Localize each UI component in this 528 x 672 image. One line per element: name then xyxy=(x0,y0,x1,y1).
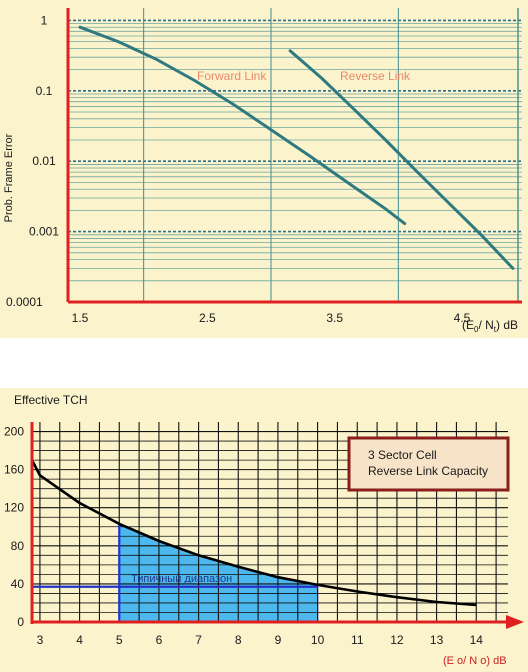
chart-bottom-background xyxy=(0,388,528,672)
chart-top-x-axis-label: (E0/ Nt) dB xyxy=(462,318,518,334)
x-tick-label: 13 xyxy=(430,633,444,647)
y-tick-label: 1 xyxy=(41,13,48,27)
x-tick-label: 4 xyxy=(76,633,83,647)
x-tick-label: 2.5 xyxy=(199,311,216,325)
y-tick-label: 0 xyxy=(17,615,24,629)
chart-bottom-x-ticks: 3 4 5 6 7 8 9 10 11 12 13 14 xyxy=(37,633,484,647)
y-tick-label: 40 xyxy=(11,577,25,591)
x-tick-label: 10 xyxy=(311,633,325,647)
chart-bottom-frame xyxy=(30,422,524,629)
x-tick-label: 1.5 xyxy=(72,311,89,325)
x-tick-label: 5 xyxy=(116,633,123,647)
x-tick-label: 3.5 xyxy=(326,311,343,325)
x-tick-label: 11 xyxy=(351,633,364,647)
x-tick-label: 3 xyxy=(37,633,44,647)
series-line-forward-link xyxy=(78,25,407,226)
chart-top-series-group xyxy=(78,25,515,270)
y-tick-label: 0.001 xyxy=(29,225,59,239)
chart-top-grid xyxy=(68,8,522,302)
x-tick-label: 4.5 xyxy=(454,311,471,325)
y-tick-label: 0.01 xyxy=(32,154,56,168)
capacity-legend-line-1: 3 Sector Cell xyxy=(368,448,437,462)
x-tick-label: 8 xyxy=(235,633,242,647)
shaded-range-label: Типичный диапазон xyxy=(131,573,232,585)
chart-top-y-ticks: 1 0.1 0.01 0.001 0.0001 xyxy=(6,13,59,309)
y-tick-label: 0.1 xyxy=(36,84,53,98)
capacity-legend-line-2: Reverse Link Capacity xyxy=(368,464,488,478)
x-tick-label: 14 xyxy=(470,633,484,647)
chart-bottom: Effective TCH 0 40 80 120 160 200 3 4 5 6 7 8 9 10 11… xyxy=(0,388,528,672)
chart-top-background xyxy=(0,0,528,338)
x-axis-arrowhead xyxy=(506,615,524,629)
x-tick-label: 7 xyxy=(195,633,202,647)
y-tick-label: 80 xyxy=(11,539,25,553)
x-tick-label: 6 xyxy=(156,633,163,647)
series-label-reverse-link: Reverse Link xyxy=(340,69,411,83)
chart-bottom-x-axis-label: (E o/ N o) dB xyxy=(443,655,507,667)
chart-bottom-y-axis-label: Effective TCH xyxy=(14,393,88,407)
chart-top-frame xyxy=(66,8,522,304)
y-tick-label: 120 xyxy=(4,501,24,515)
chart-bottom-y-ticks: 0 40 80 120 160 200 xyxy=(4,425,24,629)
chart-top-x-ticks: 1.5 2.5 3.5 4.5 xyxy=(72,311,471,325)
y-tick-label: 200 xyxy=(4,425,24,439)
x-tick-label: 12 xyxy=(390,633,404,647)
chart-top: 1 0.1 0.01 0.001 0.0001 1.5 2.5 3.5 4.5 Prob. F… xyxy=(0,0,528,338)
chart-top-y-axis-label: Prob. Frame Error xyxy=(3,133,15,222)
y-tick-label: 160 xyxy=(4,463,24,477)
series-line-reverse-link xyxy=(288,49,515,270)
capacity-legend-box xyxy=(347,436,510,492)
series-label-forward-link: Forward Link xyxy=(197,69,267,83)
y-tick-label: 0.0001 xyxy=(6,295,43,309)
x-tick-label: 9 xyxy=(275,633,282,647)
